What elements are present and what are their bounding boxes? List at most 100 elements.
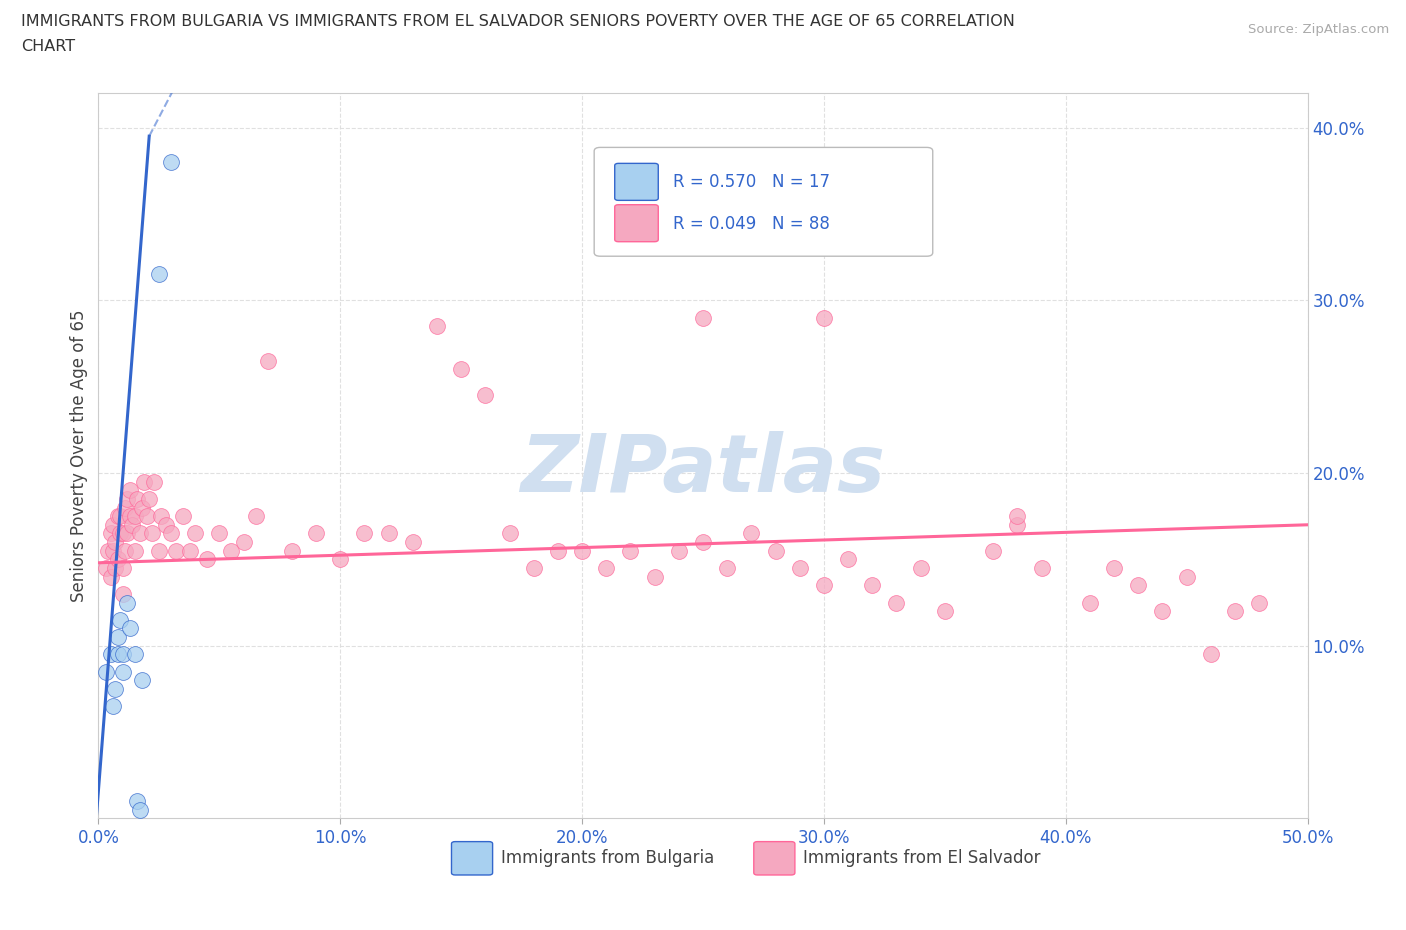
Point (813, 310, 835, 325)
Point (692, 535, 714, 550)
Point (117, 491, 139, 506)
Point (148, 543, 170, 558)
Point (934, 604, 956, 618)
Text: Immigrants from Bulgaria: Immigrants from Bulgaria (501, 849, 714, 868)
Point (1078, 595, 1101, 610)
Point (101, 698, 124, 713)
Point (450, 362, 472, 377)
Point (135, 509, 157, 524)
Point (498, 526, 520, 541)
Point (118, 483, 141, 498)
FancyBboxPatch shape (451, 842, 492, 875)
Point (813, 578, 835, 592)
Point (107, 630, 129, 644)
Point (668, 543, 690, 558)
Point (740, 526, 762, 541)
Point (716, 561, 738, 576)
Point (160, 526, 183, 541)
Point (101, 543, 124, 558)
Point (281, 543, 304, 558)
Text: IMMIGRANTS FROM BULGARIA VS IMMIGRANTS FROM EL SALVADOR SENIORS POVERTY OVER THE: IMMIGRANTS FROM BULGARIA VS IMMIGRANTS F… (21, 14, 1015, 29)
Point (692, 310, 714, 325)
Point (571, 543, 593, 558)
Point (1249, 595, 1271, 610)
Point (329, 551, 352, 566)
Point (221, 543, 243, 558)
Point (131, 672, 153, 687)
Text: Immigrants from El Salvador: Immigrants from El Salvador (803, 849, 1040, 868)
Point (114, 543, 136, 558)
Point (97, 543, 120, 558)
Point (128, 526, 150, 541)
Point (1031, 561, 1053, 576)
Point (138, 491, 160, 506)
Point (1175, 569, 1198, 584)
Point (523, 561, 546, 576)
Point (100, 526, 122, 541)
Point (619, 543, 641, 558)
Point (128, 803, 150, 817)
Point (101, 517, 124, 532)
Point (179, 543, 201, 558)
Point (111, 526, 134, 541)
Point (402, 535, 425, 550)
Point (165, 543, 187, 558)
Point (131, 500, 153, 515)
Point (160, 154, 183, 169)
Point (100, 647, 122, 662)
Point (426, 319, 449, 334)
Point (107, 551, 129, 566)
Point (117, 595, 139, 610)
Text: Source: ZipAtlas.com: Source: ZipAtlas.com (1249, 23, 1389, 36)
Text: R = 0.570   N = 17: R = 0.570 N = 17 (672, 173, 830, 192)
Point (127, 491, 149, 506)
Point (148, 267, 170, 282)
Point (124, 543, 146, 558)
FancyBboxPatch shape (595, 147, 932, 257)
Point (644, 569, 666, 584)
FancyBboxPatch shape (614, 164, 658, 200)
Point (134, 474, 156, 489)
Point (910, 561, 932, 576)
Point (474, 388, 496, 403)
Point (1102, 561, 1125, 576)
Point (1128, 578, 1150, 592)
Point (232, 535, 254, 550)
Point (114, 500, 136, 515)
Point (111, 647, 134, 662)
Point (305, 526, 328, 541)
Point (172, 509, 194, 524)
Point (245, 509, 267, 524)
Text: CHART: CHART (21, 39, 75, 54)
Point (789, 561, 811, 576)
Point (111, 587, 134, 602)
Point (1199, 647, 1222, 662)
Point (1152, 604, 1174, 618)
Point (860, 578, 883, 592)
Point (353, 526, 375, 541)
FancyBboxPatch shape (754, 842, 794, 875)
Point (104, 535, 127, 550)
Point (100, 569, 122, 584)
Point (111, 664, 134, 679)
Point (127, 793, 149, 808)
Point (94, 664, 117, 679)
Text: R = 0.049   N = 88: R = 0.049 N = 88 (672, 215, 830, 232)
Point (208, 526, 231, 541)
Y-axis label: Seniors Poverty Over the Age of 65: Seniors Poverty Over the Age of 65 (70, 310, 89, 602)
Point (107, 509, 129, 524)
Point (143, 474, 166, 489)
Point (108, 509, 131, 524)
Point (981, 543, 1004, 558)
Point (886, 595, 908, 610)
Point (121, 517, 143, 532)
Point (108, 526, 131, 541)
Point (1007, 509, 1029, 524)
Point (111, 561, 134, 576)
Point (377, 526, 399, 541)
Point (547, 543, 569, 558)
Point (124, 647, 146, 662)
Point (837, 551, 859, 566)
Point (118, 621, 141, 636)
Point (117, 526, 139, 541)
